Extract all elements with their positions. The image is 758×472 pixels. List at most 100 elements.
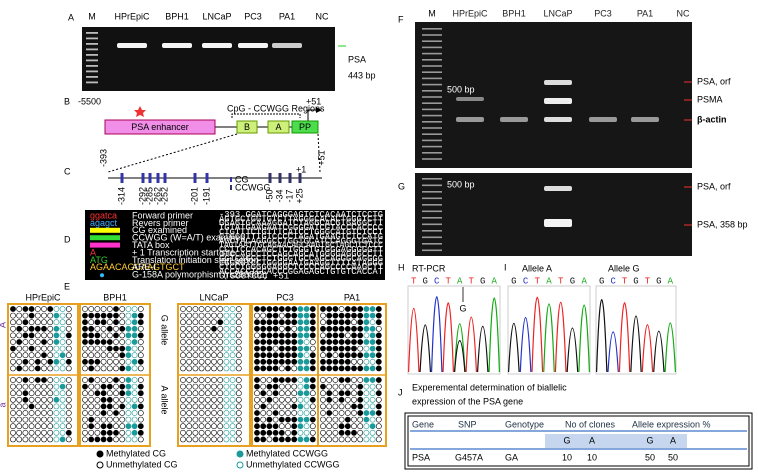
cg-site bbox=[320, 377, 326, 383]
ccwgg-site bbox=[297, 403, 304, 410]
cg-site bbox=[186, 403, 193, 410]
cg-site bbox=[326, 377, 333, 383]
cg-site bbox=[22, 383, 29, 390]
cg-site bbox=[344, 423, 351, 430]
cg-site bbox=[137, 416, 144, 423]
cg-site bbox=[291, 312, 298, 319]
cg-site bbox=[106, 325, 113, 332]
ladder-band bbox=[422, 40, 442, 42]
cg-site bbox=[186, 429, 193, 436]
ccwgg-site bbox=[59, 390, 66, 397]
cg-site bbox=[10, 423, 16, 430]
cg-site bbox=[119, 339, 126, 345]
cg-site bbox=[198, 423, 205, 430]
ccwgg-site bbox=[125, 410, 132, 416]
cg-site bbox=[278, 403, 285, 410]
cg-site bbox=[180, 377, 186, 383]
site-bar bbox=[288, 173, 292, 183]
cg-site bbox=[94, 345, 101, 352]
cg-site bbox=[65, 352, 72, 359]
cg-site bbox=[272, 332, 279, 339]
cg-site bbox=[28, 436, 35, 443]
key: ggatca bbox=[90, 210, 117, 220]
cg-site bbox=[119, 396, 126, 403]
cg-site bbox=[272, 383, 279, 390]
cg-site bbox=[94, 396, 101, 403]
cg-site bbox=[16, 383, 23, 390]
ccwgg-site bbox=[59, 312, 66, 319]
ccwgg-site bbox=[59, 377, 66, 383]
cg-site bbox=[260, 416, 267, 423]
cg-site bbox=[217, 306, 224, 312]
cg-site bbox=[211, 429, 217, 436]
cg-site bbox=[235, 429, 242, 436]
cg-site bbox=[137, 383, 144, 390]
cg-site bbox=[88, 436, 95, 443]
ccwgg-site bbox=[223, 423, 230, 430]
cg-site bbox=[235, 396, 242, 403]
cg-site bbox=[309, 339, 316, 345]
cg-site bbox=[266, 429, 273, 436]
cg-site bbox=[65, 383, 72, 390]
cg-site bbox=[192, 345, 199, 352]
ccwgg-site bbox=[125, 319, 132, 326]
cg-site bbox=[65, 306, 72, 312]
lane-label: PA1 bbox=[279, 11, 295, 21]
cg-site bbox=[338, 325, 345, 332]
site-bar bbox=[148, 173, 152, 183]
cg-site bbox=[309, 332, 316, 339]
cg-site bbox=[211, 358, 217, 365]
ccwgg-site bbox=[229, 390, 236, 397]
ccwgg-site bbox=[369, 416, 376, 423]
site-label: -17 bbox=[284, 189, 294, 202]
ccwgg-site bbox=[369, 345, 376, 352]
panel-label: F bbox=[398, 14, 404, 24]
cg-site bbox=[211, 416, 217, 423]
band-size: 443 bp bbox=[348, 70, 376, 80]
lane-label: BPH1 bbox=[165, 11, 189, 21]
ccwgg-site bbox=[53, 429, 60, 436]
cg-site bbox=[94, 410, 101, 416]
cg-site bbox=[10, 358, 16, 365]
legend-text: CCWGG (W=A/T) examined bbox=[132, 233, 245, 243]
ladder-band bbox=[86, 59, 98, 62]
ladder-band bbox=[422, 121, 442, 123]
key: ATG bbox=[90, 255, 108, 265]
cg-site bbox=[186, 352, 193, 359]
ladder-band bbox=[422, 52, 442, 55]
cg-site bbox=[22, 365, 29, 372]
cg-site bbox=[326, 365, 333, 372]
cg-site bbox=[254, 332, 260, 339]
site-label: -285 bbox=[144, 187, 154, 205]
cg-site bbox=[272, 390, 279, 397]
cg-site bbox=[217, 390, 224, 397]
cg-site bbox=[34, 312, 41, 319]
cg-site bbox=[278, 436, 285, 443]
ccwgg-site bbox=[223, 332, 230, 339]
cg-site bbox=[344, 312, 351, 319]
cg-site bbox=[88, 352, 95, 359]
cg-site bbox=[41, 312, 47, 319]
cg-site bbox=[65, 436, 72, 443]
cg-site bbox=[16, 396, 23, 403]
box-b-label: B bbox=[244, 122, 250, 132]
cg-site bbox=[260, 377, 267, 383]
cg-site bbox=[28, 325, 35, 332]
cg-site bbox=[22, 390, 29, 397]
cg-site bbox=[65, 396, 72, 403]
cg-site bbox=[272, 345, 279, 352]
sequence-line: CTCCTGGGGGAGGCTCCCCAGCCCCAAGCTT bbox=[219, 263, 384, 273]
ccwgg-site bbox=[125, 365, 132, 372]
base-letter: T bbox=[645, 276, 651, 286]
legend-swatch bbox=[230, 177, 232, 182]
cg-site bbox=[320, 390, 326, 397]
chromatogram-title: RT-PCR bbox=[412, 263, 446, 273]
cg-site bbox=[375, 377, 382, 383]
cg-site bbox=[88, 423, 95, 430]
cg-site bbox=[291, 396, 298, 403]
cg-site bbox=[357, 377, 364, 383]
cg-site bbox=[266, 306, 273, 312]
cg-site bbox=[180, 365, 186, 372]
cg-site bbox=[285, 436, 291, 443]
ladder-band bbox=[422, 152, 442, 154]
